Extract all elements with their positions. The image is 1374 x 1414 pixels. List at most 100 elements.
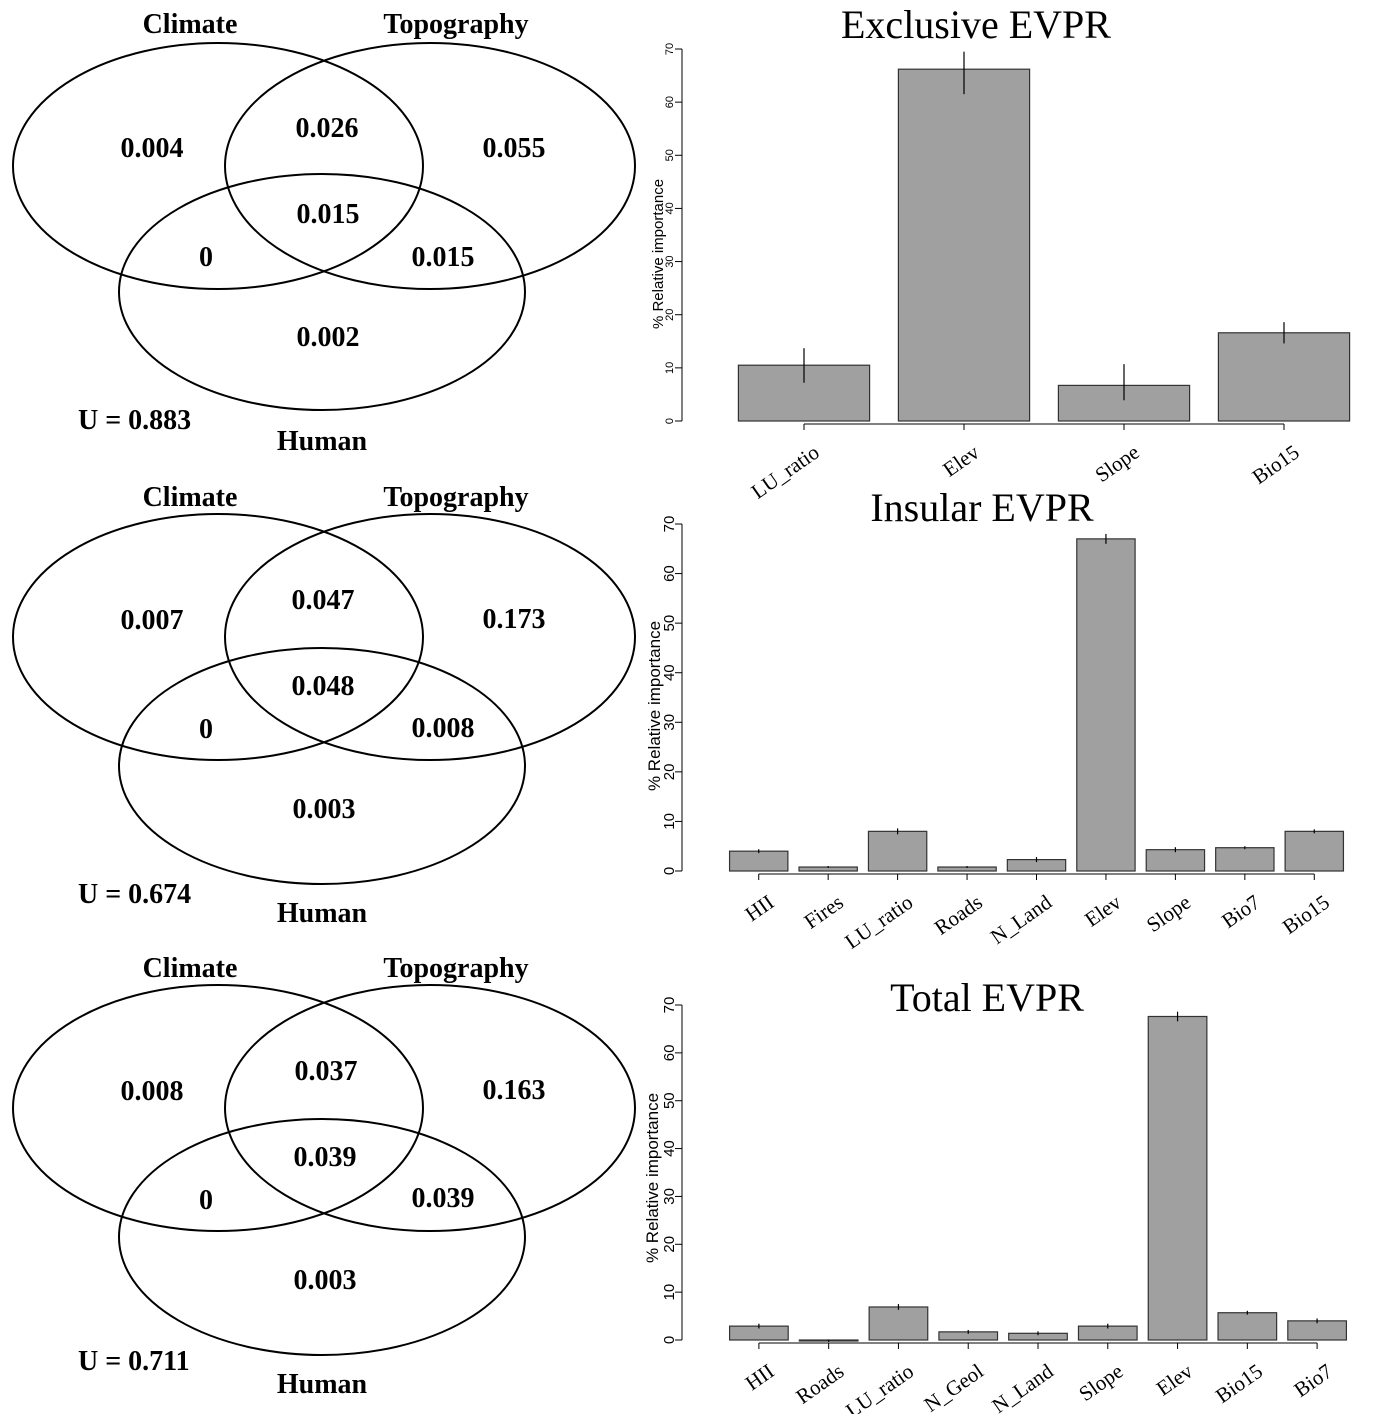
- venn-value-topography-only: 0.163: [483, 1075, 546, 1106]
- bar-Slope: [1145, 849, 1206, 872]
- chart-title: Insular EVPR: [870, 485, 1094, 530]
- x-tick-label-Fires: Fires: [800, 890, 848, 934]
- bar-chart-total-evpr: Total EVPR % Relative importance 0 10 20 30…: [643, 975, 1348, 1414]
- venn-value-climate-topography: 0.026: [296, 113, 359, 144]
- venn-value-human-only: 0.002: [297, 322, 360, 353]
- bar-Bio15: [1217, 1312, 1278, 1341]
- venn-circle-climate: [12, 984, 424, 1232]
- venn-circle-topography: [224, 42, 636, 290]
- venn-circle-human: [118, 173, 526, 411]
- x-tick-label-Roads: Roads: [930, 890, 987, 940]
- venn-panel-3: Climate Topography Human 0.008 0.037 0.1…: [12, 953, 636, 1400]
- y-tick-label: 20: [661, 764, 678, 781]
- venn-value-human-only: 0.003: [294, 1265, 357, 1296]
- x-tick-label-N_Geol: N_Geol: [920, 1359, 988, 1414]
- x-tick-label-Slope: Slope: [1074, 1359, 1127, 1406]
- venn-value-topography-only: 0.173: [483, 604, 546, 635]
- x-tick-label-Elev: Elev: [1080, 890, 1126, 932]
- y-tick-label: 10: [661, 1284, 678, 1301]
- y-tick-label: 70: [661, 997, 678, 1014]
- bar-LU_ratio: [867, 830, 928, 872]
- y-tick-label: 40: [661, 664, 678, 681]
- venn-label-topography: Topography: [383, 482, 528, 513]
- y-tick-label: 10: [664, 362, 676, 374]
- bar-HII: [728, 850, 789, 872]
- venn-circle-climate: [12, 42, 424, 290]
- y-tick-label: 20: [664, 309, 676, 321]
- y-axis-label: % Relative importance: [650, 179, 667, 329]
- y-tick-label: 10: [661, 813, 678, 830]
- venn-value-topography-human: 0.039: [412, 1183, 475, 1214]
- x-tick-label-LU_ratio: LU_ratio: [747, 440, 824, 504]
- venn-panel-1: Climate Topography Human 0.004 0.026 0.0…: [12, 9, 636, 457]
- venn-label-human: Human: [277, 426, 368, 457]
- x-tick-label-Bio15: Bio15: [1211, 1359, 1267, 1408]
- venn-unexplained: U = 0.674: [78, 879, 191, 910]
- venn-value-topography-human: 0.015: [412, 242, 475, 273]
- x-tick-label-Bio15: Bio15: [1278, 890, 1334, 939]
- venn-value-climate-topography: 0.047: [292, 585, 355, 616]
- venn-label-climate: Climate: [143, 953, 238, 984]
- venn-circle-topography: [224, 513, 636, 761]
- venn-value-all-three: 0.048: [292, 671, 355, 702]
- y-axis-label: % Relative importance: [643, 1093, 662, 1263]
- bar-Bio15: [1284, 830, 1345, 872]
- venn-value-human-only: 0.003: [293, 794, 356, 825]
- bar-Bio7: [1287, 1320, 1348, 1341]
- venn-value-climate-human: 0: [199, 242, 213, 273]
- bar-Elev: [1147, 1015, 1208, 1341]
- venn-label-climate: Climate: [143, 9, 238, 40]
- bar-Bio7: [1215, 847, 1275, 872]
- y-tick-label: 60: [664, 96, 676, 108]
- venn-label-topography: Topography: [383, 953, 528, 984]
- chart-title: Exclusive EVPR: [841, 2, 1111, 47]
- venn-value-all-three: 0.039: [294, 1142, 357, 1173]
- y-axis-label: % Relative importance: [645, 621, 664, 791]
- x-tick-label-HII: HII: [741, 890, 779, 926]
- y-tick-label: 50: [661, 615, 678, 632]
- bar-chart-insular-evpr: Insular EVPR % Relative importance 0 10 20…: [645, 485, 1345, 954]
- bar-chart-exclusive-evpr: Exclusive EVPR % Relative importance 0 10…: [650, 2, 1351, 504]
- venn-circle-human: [118, 1118, 526, 1356]
- x-tick-label-N_Land: N_Land: [986, 890, 1057, 949]
- x-tick-label-Elev: Elev: [938, 440, 984, 482]
- y-tick-label: 50: [661, 1092, 678, 1109]
- venn-value-climate-human: 0: [199, 1185, 213, 1216]
- venn-label-climate: Climate: [143, 482, 238, 513]
- venn-label-human: Human: [277, 1369, 368, 1400]
- y-tick-label: 40: [661, 1140, 678, 1157]
- bar-Elev: [897, 68, 1031, 422]
- x-tick-label-Slope: Slope: [1142, 890, 1195, 937]
- bar-Bio15: [1217, 332, 1351, 422]
- y-tick-label: 30: [661, 1188, 678, 1205]
- venn-value-all-three: 0.015: [297, 199, 360, 230]
- y-tick-label: 70: [664, 43, 676, 55]
- venn-value-climate-human: 0: [199, 714, 213, 745]
- x-tick-label-LU_ratio: LU_ratio: [840, 890, 917, 954]
- y-tick-label: 0: [661, 1336, 678, 1344]
- x-tick-label-HII: HII: [741, 1359, 779, 1395]
- y-tick-label: 30: [664, 255, 676, 267]
- chart-title: Total EVPR: [890, 975, 1084, 1020]
- venn-value-climate-only: 0.007: [121, 605, 184, 636]
- venn-circle-climate: [12, 513, 424, 761]
- y-tick-label: 60: [661, 1045, 678, 1062]
- venn-value-climate-topography: 0.037: [295, 1056, 358, 1087]
- venn-value-climate-only: 0.004: [121, 133, 184, 164]
- venn-value-climate-only: 0.008: [121, 1076, 184, 1107]
- bar-Elev: [1076, 538, 1136, 872]
- x-tick-label-LU_ratio: LU_ratio: [841, 1359, 918, 1414]
- x-tick-label-Elev: Elev: [1152, 1359, 1198, 1401]
- bar-LU_ratio: [868, 1306, 929, 1341]
- y-tick-label: 50: [664, 149, 676, 161]
- x-tick-label-Bio7: Bio7: [1217, 890, 1264, 933]
- venn-value-topography-only: 0.055: [483, 133, 546, 164]
- venn-unexplained: U = 0.711: [78, 1346, 190, 1377]
- venn-label-topography: Topography: [383, 9, 528, 40]
- y-tick-label: 30: [661, 714, 678, 731]
- venn-unexplained: U = 0.883: [78, 405, 191, 436]
- y-tick-label: 0: [664, 418, 676, 424]
- x-tick-label-Bio15: Bio15: [1248, 440, 1304, 489]
- y-tick-label: 60: [661, 565, 678, 582]
